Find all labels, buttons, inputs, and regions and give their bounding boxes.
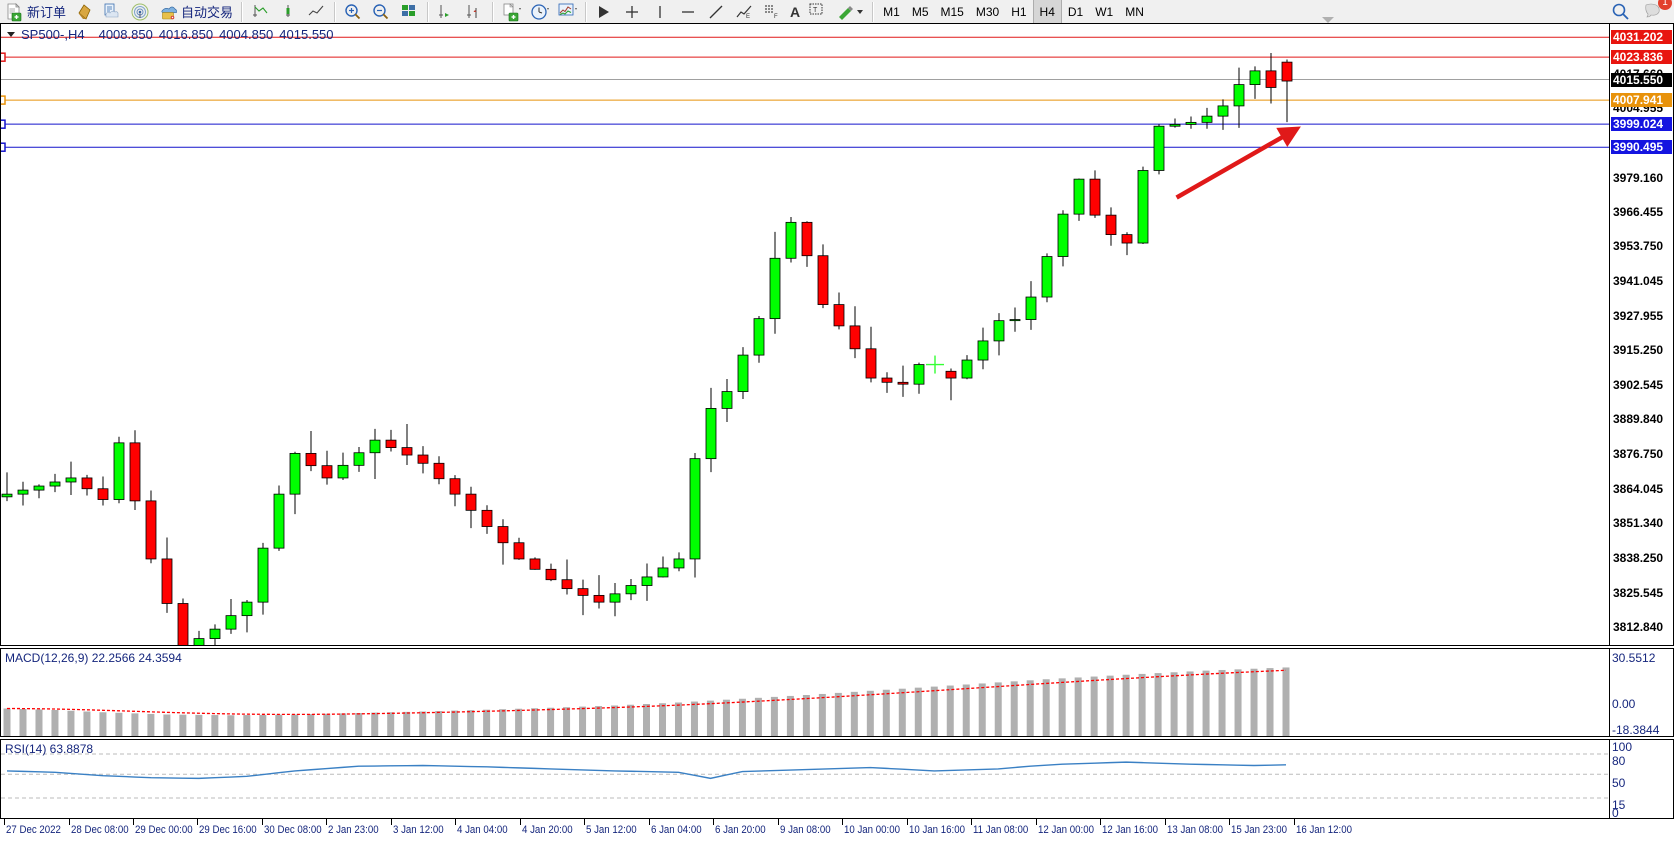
svg-text:F: F xyxy=(774,14,778,20)
svg-text:T: T xyxy=(813,7,818,14)
svg-text:E: E xyxy=(746,14,750,20)
